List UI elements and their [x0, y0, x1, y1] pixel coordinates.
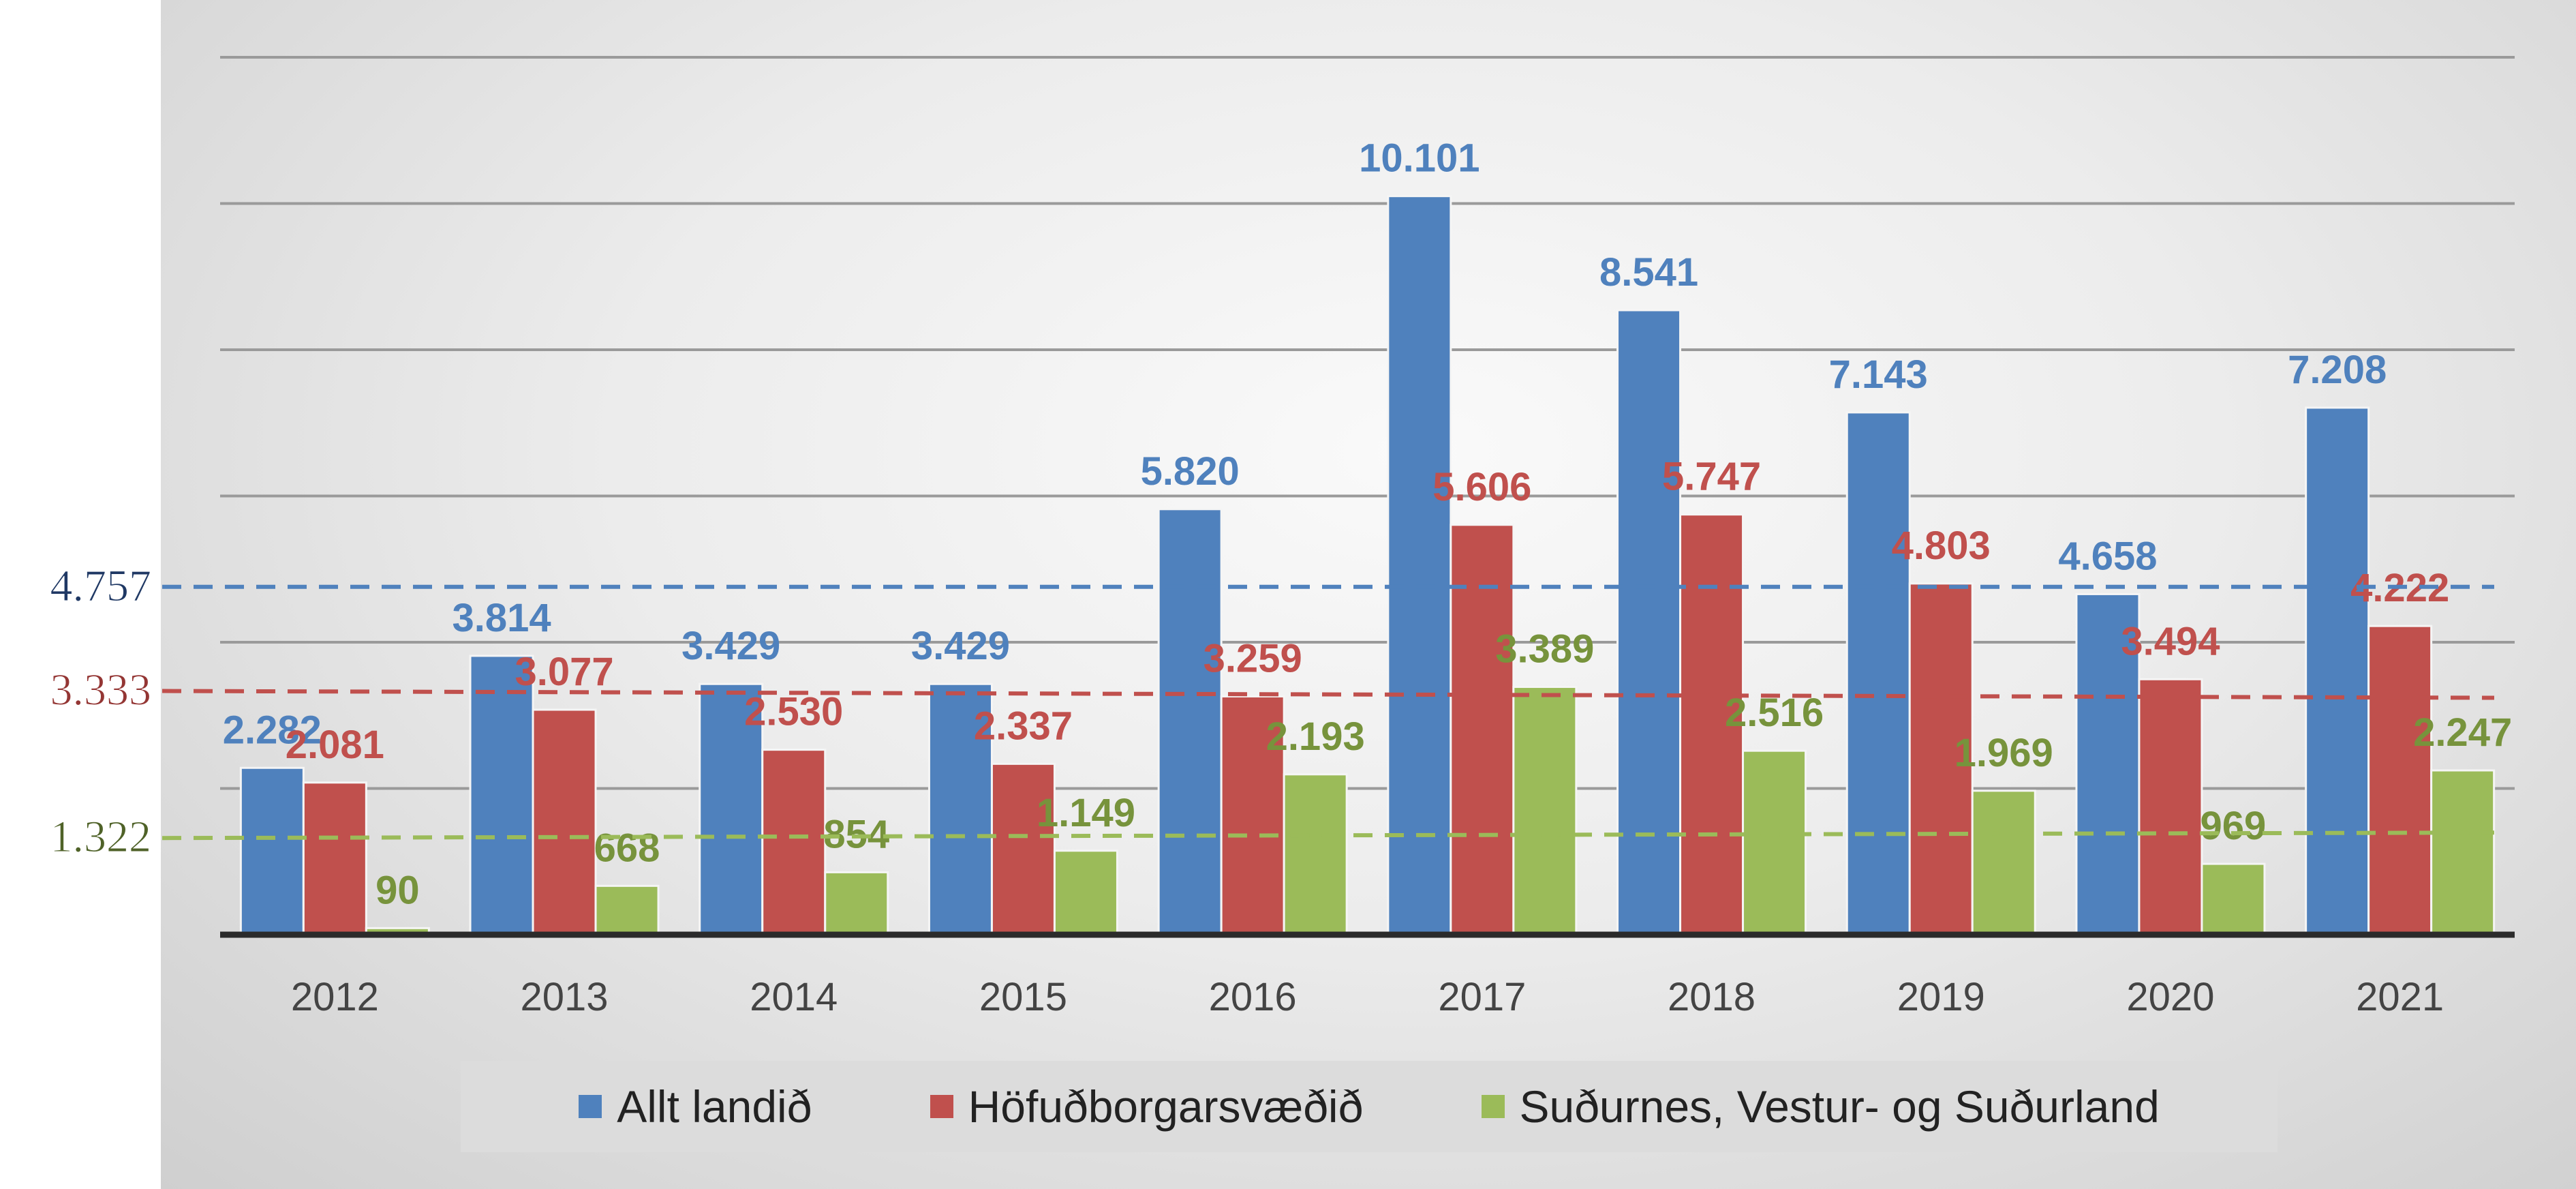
data-label: 1.969	[1954, 731, 2053, 775]
bar-2016-2	[1220, 695, 1285, 936]
legend-item-sudurnes: Suðurnes, Vestur- og Suðurland	[1481, 1081, 2160, 1132]
average-label: 3.333	[50, 665, 152, 715]
data-label: 3.494	[2121, 619, 2220, 663]
bar-2015-3	[1053, 849, 1118, 936]
legend-swatch-sudurnes	[1481, 1095, 1505, 1118]
legend-label: Allt landið	[617, 1081, 812, 1132]
data-label: 4.658	[2058, 534, 2157, 578]
data-label: 3.814	[452, 596, 551, 640]
data-label: 3.429	[911, 624, 1010, 668]
data-label: 2.282	[223, 708, 322, 752]
bar-2021-2	[2367, 624, 2433, 936]
data-label: 10.101	[1359, 136, 1479, 181]
data-label: 7.143	[1829, 352, 1928, 397]
data-label: 4.803	[1892, 524, 1991, 568]
x-tick-label: 2020	[2126, 975, 2214, 1019]
data-label: 5.606	[1432, 465, 1531, 509]
data-label: 3.429	[681, 624, 780, 668]
data-label: 5.820	[1141, 449, 1240, 494]
data-label: 969	[2201, 804, 2267, 848]
average-label: 1.322	[50, 812, 152, 862]
bar-2017-3	[1512, 686, 1578, 936]
legend: Allt landið Höfuðborgarsvæðið Suðurnes, …	[461, 1061, 2278, 1152]
x-tick-label: 2013	[521, 975, 609, 1019]
x-tick-label: 2015	[979, 975, 1067, 1019]
bar-2019-3	[1971, 789, 2036, 936]
x-tick-label: 2014	[750, 975, 838, 1019]
x-tick-label: 2016	[1209, 975, 1297, 1019]
data-label: 2.081	[286, 723, 384, 767]
bar-2015-1	[927, 682, 993, 936]
bar-2016-1	[1157, 508, 1223, 936]
bar-2020-3	[2201, 862, 2266, 936]
x-tick-label: 2017	[1438, 975, 1526, 1019]
x-tick-label: 2021	[2356, 975, 2444, 1019]
data-label: 2.516	[1725, 691, 1824, 735]
data-label: 2.193	[1266, 714, 1365, 759]
chart-panel	[161, 0, 2576, 1189]
bar-2014-3	[824, 871, 889, 936]
data-label: 8.541	[1599, 250, 1698, 295]
bar-2018-1	[1616, 309, 1682, 936]
data-label: 7.208	[2288, 348, 2387, 392]
x-tick-label: 2018	[1668, 975, 1755, 1019]
data-label: 1.149	[1037, 791, 1135, 835]
bar-2013-3	[594, 884, 660, 936]
average-line	[162, 689, 2495, 700]
data-label: 5.747	[1662, 455, 1761, 499]
legend-label: Höfuðborgarsvæðið	[968, 1081, 1364, 1132]
data-label: 2.337	[974, 704, 1073, 748]
bar-2012-1	[239, 766, 305, 936]
bar-2013-1	[469, 654, 534, 936]
bar-2012-2	[302, 781, 367, 936]
x-tick-label: 2019	[1897, 975, 1985, 1019]
bar-2020-1	[2075, 592, 2141, 936]
bar-2020-2	[2138, 678, 2203, 936]
legend-item-hofudborgarsvaedid: Höfuðborgarsvæðið	[930, 1081, 1364, 1132]
bar-2021-3	[2430, 769, 2496, 936]
bar-2019-1	[1845, 411, 1911, 936]
x-tick-label: 2012	[291, 975, 379, 1019]
bar-2018-3	[1742, 749, 1807, 936]
bar-2016-3	[1283, 773, 1348, 936]
bar-2014-1	[699, 682, 764, 936]
data-label: 3.259	[1203, 636, 1302, 680]
data-label: 668	[594, 826, 660, 870]
legend-swatch-allt-landid	[579, 1095, 602, 1118]
legend-label: Suðurnes, Vestur- og Suðurland	[1519, 1081, 2160, 1132]
bar-2021-1	[2305, 406, 2370, 936]
average-line	[162, 830, 2495, 841]
average-label: 4.757	[50, 561, 152, 611]
data-label: 90	[375, 868, 420, 912]
bar-2014-2	[761, 749, 827, 936]
bar-2013-2	[532, 708, 597, 936]
bar-2017-1	[1387, 195, 1452, 936]
data-label: 3.389	[1495, 627, 1594, 672]
legend-item-allt-landid: Allt landið	[579, 1081, 812, 1132]
bar-2019-2	[1908, 582, 1974, 936]
bar-2015-2	[990, 762, 1056, 936]
data-label: 2.247	[2413, 710, 2512, 755]
legend-swatch-hofudborgarsvaedid	[930, 1095, 953, 1118]
data-label: 2.530	[744, 690, 843, 734]
data-label: 3.077	[515, 650, 613, 694]
